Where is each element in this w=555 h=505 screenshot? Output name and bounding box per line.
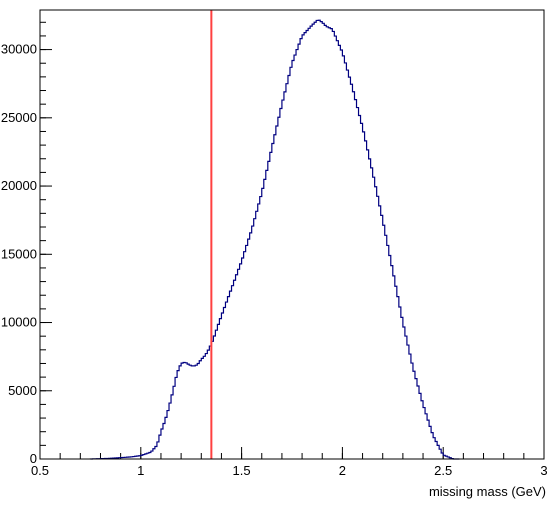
y-minor-ticks [40, 21, 46, 460]
x-tick-label: 1 [137, 463, 144, 478]
x-tick-label: 3 [540, 463, 547, 478]
x-tick-label: 1.5 [233, 463, 251, 478]
x-tick-label: 0.5 [31, 463, 49, 478]
y-major-ticks [40, 49, 52, 460]
y-tick-label: 0 [30, 451, 37, 466]
y-tick-label: 25000 [1, 110, 37, 125]
y-tick-label: 15000 [1, 246, 37, 261]
y-tick-label: 5000 [8, 383, 37, 398]
y-tick-label: 20000 [1, 178, 37, 193]
x-axis-title: missing mass (GeV) [429, 484, 546, 499]
plot-frame [39, 9, 545, 460]
x-tick-labels: 0.5 1 1.5 2 2.5 3 [31, 463, 548, 478]
y-tick-label: 10000 [1, 315, 37, 330]
y-tick-label: 30000 [1, 42, 37, 57]
y-tick-labels: 0 5000 10000 15000 20000 25000 30000 [1, 42, 37, 466]
x-major-ticks [39, 447, 545, 459]
x-tick-label: 2.5 [434, 463, 452, 478]
histogram-series-line [89, 19, 460, 460]
x-tick-label: 2 [339, 463, 346, 478]
